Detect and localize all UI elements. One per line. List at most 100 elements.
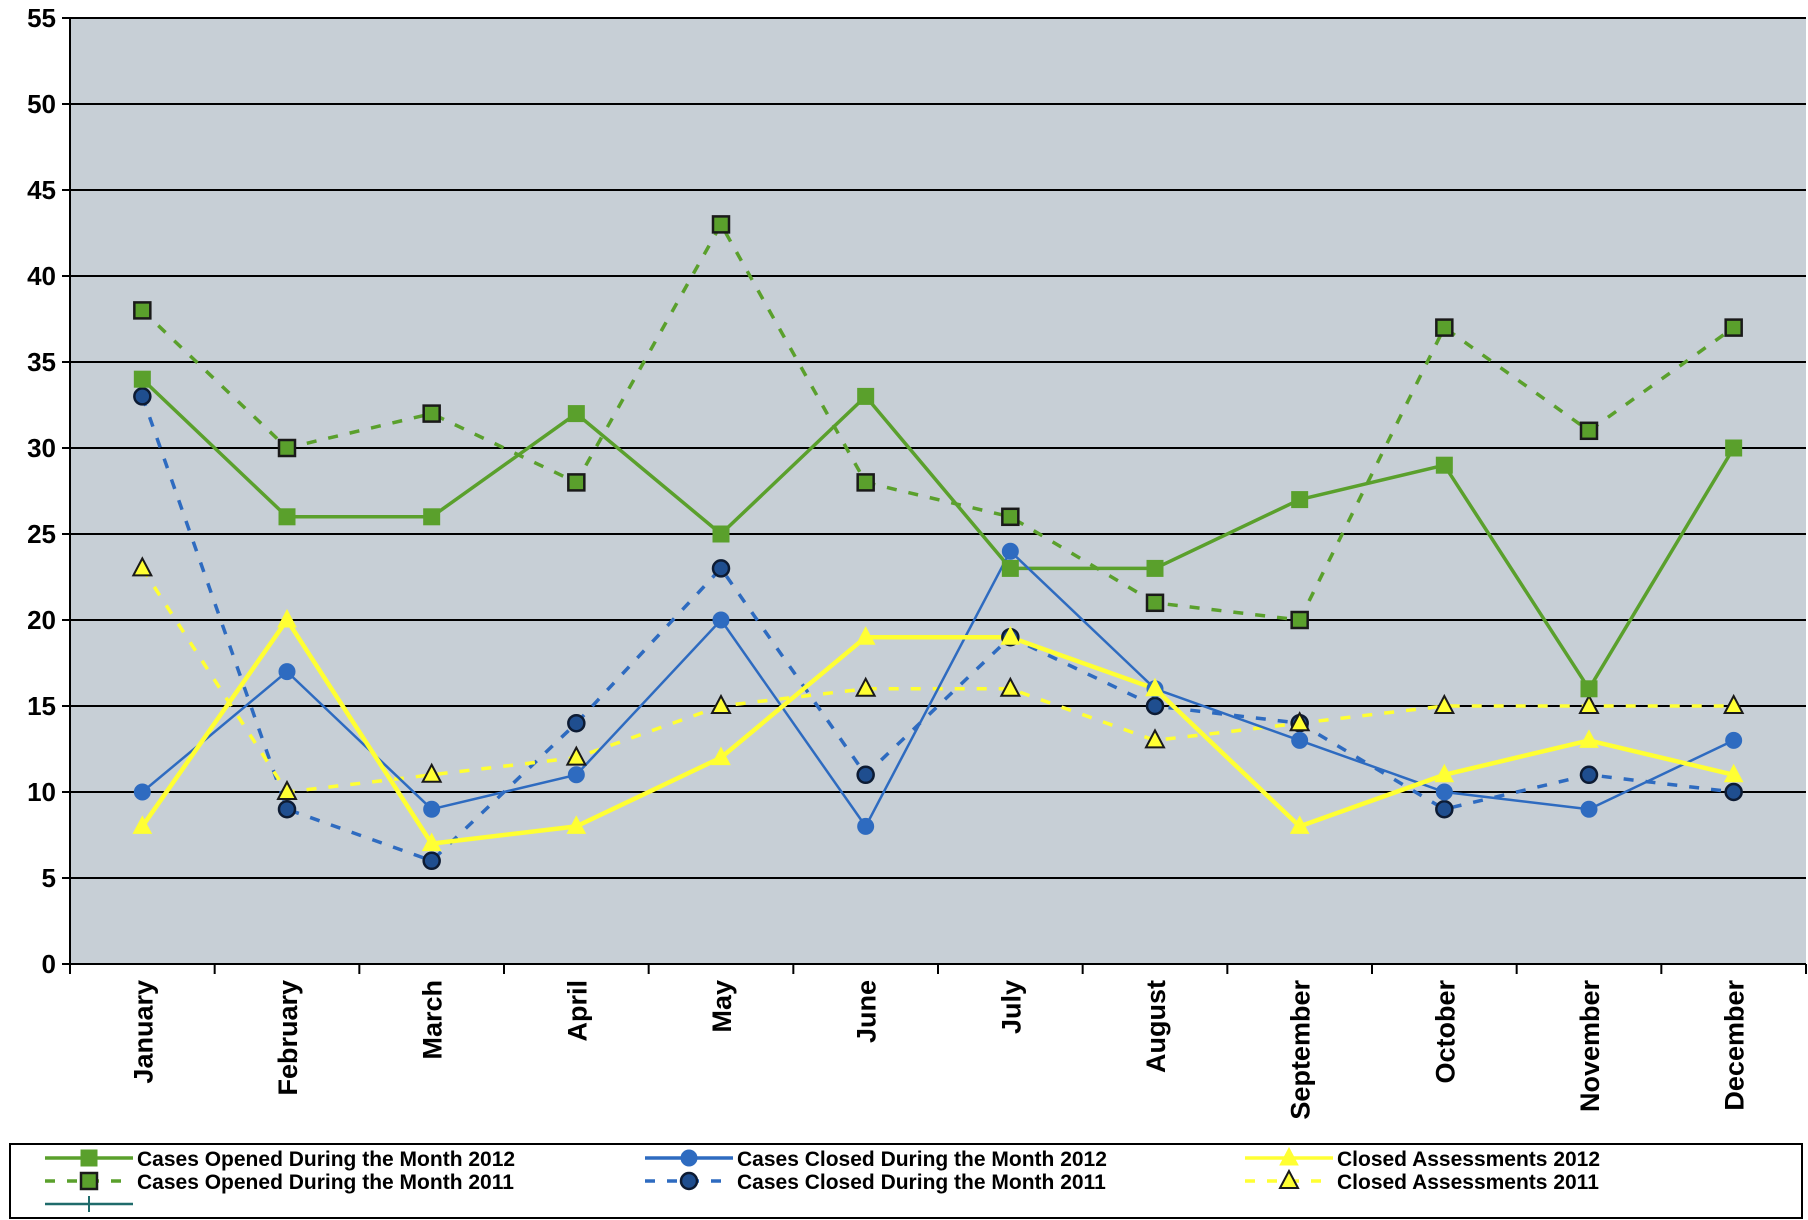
data-point-5-3 (422, 851, 441, 871)
data-point-6-12 (1723, 693, 1745, 714)
data-point-6-7 (999, 676, 1021, 697)
data-point-5-11 (1579, 765, 1599, 785)
legend-entry: Closed Assessments 2011 (1245, 1168, 1599, 1194)
y-tick-label: 35 (27, 347, 56, 377)
data-point-1-11 (1580, 680, 1598, 698)
y-tick-label: 30 (27, 433, 56, 463)
data-point-5-2 (277, 799, 297, 819)
data-point-3-5 (711, 746, 731, 766)
data-point-2-2 (278, 663, 296, 681)
data-point-6-6 (855, 676, 877, 697)
legend-marker (679, 1171, 699, 1191)
data-point-5-6 (856, 765, 875, 785)
data-point-3-1 (132, 815, 153, 834)
axes: 0 5 10 15 20 25 30 35 40 45 50 55 January February Mar… (27, 3, 1807, 1120)
x-tick-label: November (1575, 980, 1605, 1113)
series-line-2 (141, 549, 1735, 828)
data-point-4-8 (1145, 593, 1165, 613)
data-point-1-2 (278, 508, 296, 526)
data-point-1-4 (567, 405, 585, 423)
x-tick-label: February (273, 980, 303, 1096)
y-tick-label: 10 (27, 777, 56, 807)
data-point-6-3 (421, 762, 443, 783)
legend-label: Closed Assessments 2011 (1337, 1171, 1599, 1194)
y-tick-label: 20 (27, 605, 56, 635)
legend-marker (81, 1196, 97, 1212)
series-line-1 (141, 377, 1736, 691)
data-point-3-6 (855, 626, 876, 645)
gridlines (70, 17, 1806, 879)
legend-entry-extra (45, 1196, 133, 1212)
x-tick-label: March (418, 980, 448, 1060)
data-point-6-10 (1433, 693, 1455, 714)
y-tick-label: 5 (42, 863, 56, 893)
data-point-5-4 (567, 713, 586, 733)
y-tick-label: 0 (42, 949, 56, 979)
x-tick-label: December (1720, 980, 1750, 1111)
data-point-1-10 (1435, 456, 1453, 474)
data-point-5-1 (133, 387, 152, 406)
data-point-2-6 (857, 817, 875, 835)
legend-marker (1279, 1146, 1299, 1166)
y-tick-label: 45 (27, 175, 56, 205)
data-point-4-3 (422, 404, 441, 423)
data-point-2-7 (1001, 542, 1019, 560)
x-tick-label: August (1141, 980, 1171, 1073)
data-point-6-8 (1144, 728, 1166, 749)
data-point-5-12 (1724, 782, 1743, 802)
x-tick-label: September (1286, 980, 1316, 1120)
y-tick-label: 25 (27, 519, 56, 549)
data-point-4-9 (1290, 610, 1309, 630)
data-point-3-4 (566, 815, 587, 834)
y-tick-label: 40 (27, 261, 56, 291)
legend-entry: Cases Opened During the Month 2012 (45, 1148, 515, 1171)
data-point-1-9 (1291, 491, 1309, 509)
data-point-6-11 (1578, 693, 1600, 714)
data-point-1-7 (1001, 559, 1019, 577)
data-point-3-11 (1579, 729, 1599, 748)
data-point-4-5 (711, 215, 731, 234)
data-point-2-5 (712, 611, 730, 629)
data-point-3-12 (1723, 763, 1744, 783)
plot-area (70, 18, 1806, 964)
y-tick-label: 55 (27, 3, 56, 33)
legend-marker (680, 1149, 698, 1167)
data-point-6-2 (276, 779, 298, 800)
data-point-4-7 (1001, 507, 1020, 527)
data-point-4-1 (133, 301, 152, 320)
x-tick-label: May (707, 980, 737, 1033)
x-tick-label: April (562, 980, 592, 1042)
data-point-4-12 (1724, 318, 1743, 337)
data-point-2-1 (133, 783, 151, 801)
legend-entry: Closed Assessments 2012 (1245, 1146, 1600, 1171)
x-tick-label: June (852, 980, 882, 1043)
data-point-1-6 (857, 387, 875, 405)
x-tick-label: July (996, 980, 1026, 1034)
data-point-6-5 (710, 693, 732, 714)
data-point-2-12 (1725, 731, 1743, 749)
data-point-6-4 (565, 745, 587, 766)
data-point-2-4 (567, 766, 585, 784)
legend-label: Closed Assessments 2012 (1337, 1148, 1600, 1171)
data-point-3-2 (277, 608, 297, 628)
data-point-6-1 (131, 556, 153, 577)
legend: Cases Opened During the Month 2012 Cases … (9, 1143, 1803, 1219)
series-line-3 (140, 617, 1735, 846)
data-point-3-10 (1434, 763, 1455, 783)
data-point-5-8 (1145, 696, 1165, 716)
data-point-1-1 (133, 370, 151, 388)
legend-marker (1278, 1168, 1300, 1189)
data-point-2-3 (423, 800, 441, 818)
data-point-1-8 (1146, 559, 1164, 577)
data-point-5-10 (1435, 799, 1454, 819)
legend-marker (80, 1149, 98, 1167)
x-tick-label: January (128, 980, 158, 1084)
data-point-3-9 (1289, 815, 1310, 834)
data-point-3-8 (1145, 677, 1165, 697)
data-point-4-2 (277, 438, 297, 458)
data-point-1-12 (1725, 439, 1743, 457)
data-point-2-10 (1435, 783, 1453, 801)
data-point-2-9 (1291, 731, 1309, 749)
data-point-3-3 (421, 832, 442, 852)
